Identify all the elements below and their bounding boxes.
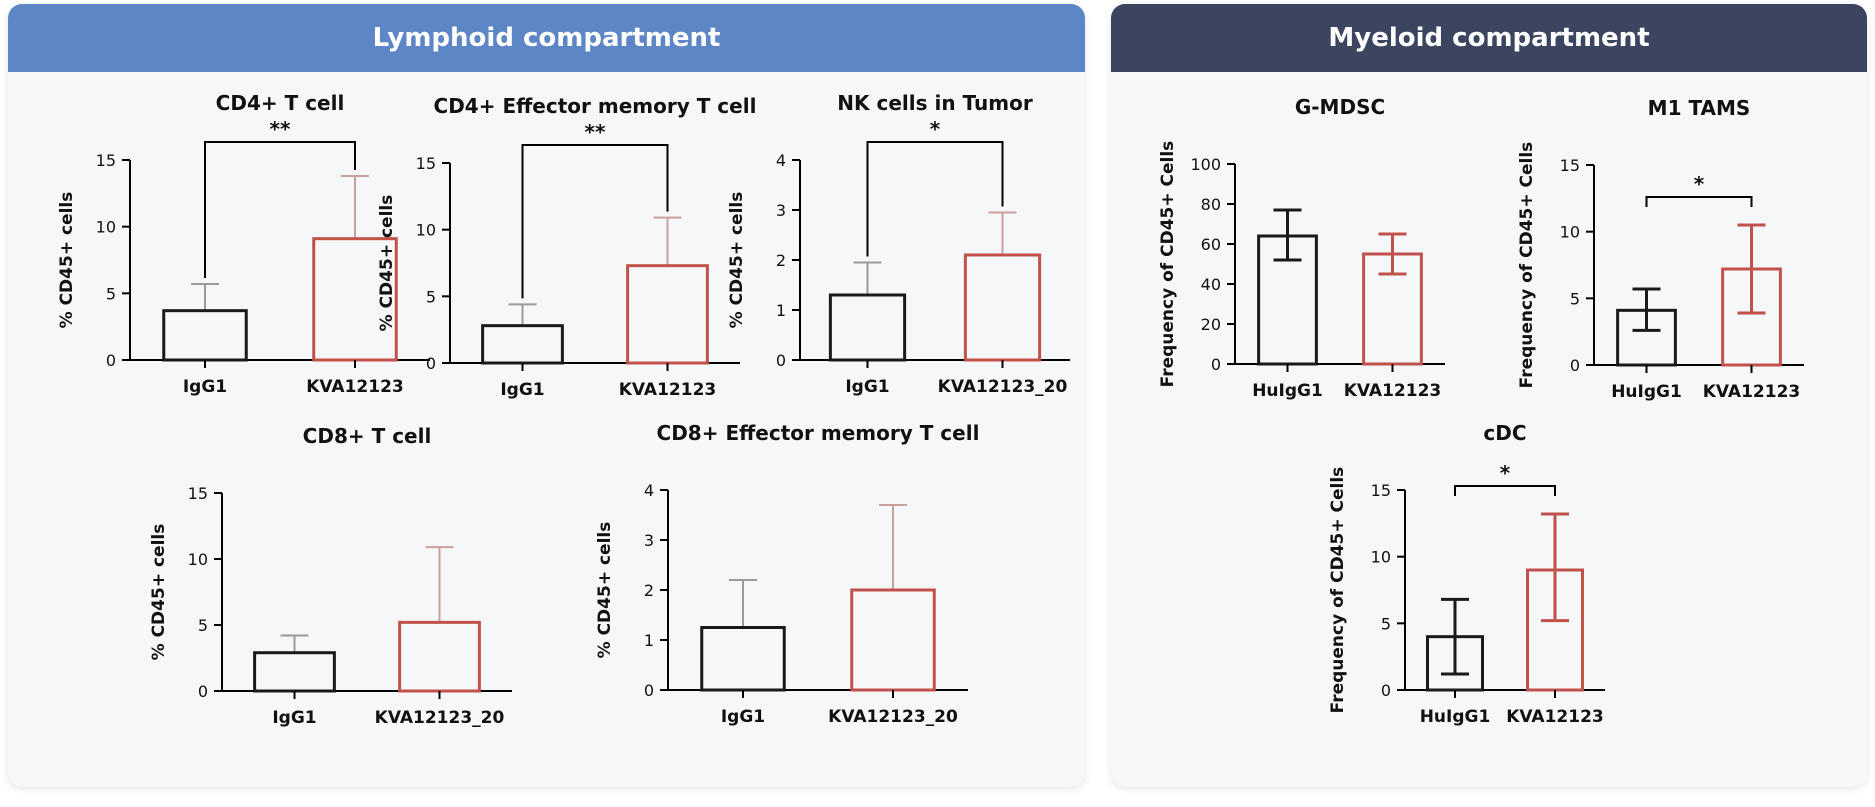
x-tick-label: KVA12123 xyxy=(1703,382,1800,402)
significance-bracket xyxy=(1454,485,1556,496)
y-axis-label: % CD45+ cells xyxy=(149,524,169,661)
chart-title: cDC xyxy=(1483,421,1526,445)
x-tick-label: IgG1 xyxy=(721,707,765,727)
lymphoid-panel-title: Lymphoid compartment xyxy=(8,4,1085,72)
y-tick-label: 0 xyxy=(776,351,786,370)
x-tick-label: IgG1 xyxy=(183,377,227,397)
y-tick-label: 0 xyxy=(644,681,654,700)
x-tick-label: HuIgG1 xyxy=(1252,381,1323,401)
chart-group: G-MDSC 0 20 40 60 80 100 Frequency of CD45+ Cel… xyxy=(1158,95,1445,401)
y-tick-label: 15 xyxy=(1371,481,1391,500)
y-tick-label: 10 xyxy=(188,550,208,569)
chart-title: CD4+ T cell xyxy=(216,91,345,115)
significance-label: * xyxy=(1500,461,1511,485)
x-tick-label: HuIgG1 xyxy=(1420,707,1491,727)
significance-label: ** xyxy=(270,117,291,141)
y-tick-label: 15 xyxy=(1560,156,1580,175)
chart-title: CD8+ T cell xyxy=(303,424,432,448)
y-axis-label: % CD45+ cells xyxy=(595,522,615,659)
myeloid-panel: Myeloid compartment xyxy=(1111,4,1867,787)
y-tick-label: 2 xyxy=(776,251,786,270)
chart-group: NK cells in Tumor 0 1 2 3 4 % CD45+ cells IgG1 K… xyxy=(727,91,1070,397)
x-tick-label: IgG1 xyxy=(500,380,544,400)
y-tick-label: 0 xyxy=(426,354,436,373)
x-tick-label: KVA12123 xyxy=(306,377,403,397)
y-tick-label: 1 xyxy=(776,301,786,320)
y-tick-label: 5 xyxy=(426,287,436,306)
y-axis-label: % CD45+ cells xyxy=(727,192,747,329)
y-tick-label: 2 xyxy=(644,581,654,600)
x-tick-label: HuIgG1 xyxy=(1611,382,1682,402)
chart-group: cDC 0 5 10 15 Frequency of CD45+ Cells HuIgG1 K… xyxy=(1328,421,1605,727)
x-tick-label: KVA12123 xyxy=(1344,381,1441,401)
significance-label: ** xyxy=(585,120,606,144)
y-tick-label: 1 xyxy=(644,631,654,650)
significance-bracket xyxy=(521,144,669,299)
chart-group: CD8+ Effector memory T cell 0 1 2 3 4 % CD45+ … xyxy=(595,421,979,727)
chart-group: CD4+ Effector memory T cell 0 5 10 15 % CD45+… xyxy=(377,94,756,400)
y-tick-label: 4 xyxy=(776,151,786,170)
y-tick-label: 3 xyxy=(644,531,654,550)
y-tick-label: 0 xyxy=(1570,356,1580,375)
x-tick-label: KVA12123_20 xyxy=(828,707,958,727)
chart-group: M1 TAMS 0 5 10 15 Frequency of CD45+ Cells HuI… xyxy=(1517,96,1804,402)
significance-bracket xyxy=(1645,196,1753,207)
y-axis-label: Frequency of CD45+ Cells xyxy=(1158,141,1178,388)
y-tick-label: 100 xyxy=(1190,155,1221,174)
x-tick-label: KVA12123_20 xyxy=(375,708,505,728)
y-axis-label: Frequency of CD45+ Cells xyxy=(1517,142,1537,389)
y-tick-label: 4 xyxy=(644,481,654,500)
y-axis-label: Frequency of CD45+ Cells xyxy=(1328,467,1348,714)
chart-title: NK cells in Tumor xyxy=(837,91,1033,115)
y-tick-label: 3 xyxy=(776,201,786,220)
y-tick-label: 20 xyxy=(1201,315,1221,334)
x-tick-label: KVA12123 xyxy=(619,380,716,400)
y-tick-label: 0 xyxy=(1211,355,1221,374)
y-tick-label: 5 xyxy=(1570,289,1580,308)
chart-title: M1 TAMS xyxy=(1648,96,1751,120)
y-tick-label: 10 xyxy=(416,221,436,240)
lymphoid-panel: Lymphoid compartment xyxy=(8,4,1085,787)
significance-label: * xyxy=(1694,172,1705,196)
y-tick-label: 15 xyxy=(96,151,116,170)
y-tick-label: 40 xyxy=(1201,275,1221,294)
y-tick-label: 15 xyxy=(188,484,208,503)
chart-group: CD8+ T cell 0 5 10 15 % CD45+ cells IgG1 KVA121… xyxy=(149,424,512,728)
x-tick-label: KVA12123 xyxy=(1506,707,1603,727)
y-tick-label: 0 xyxy=(198,682,208,701)
x-tick-label: KVA12123_20 xyxy=(938,377,1068,397)
myeloid-panel-title: Myeloid compartment xyxy=(1111,4,1867,72)
x-tick-label: IgG1 xyxy=(272,708,316,728)
y-tick-label: 15 xyxy=(416,154,436,173)
chart-title: G-MDSC xyxy=(1295,95,1385,119)
significance-bracket xyxy=(204,141,356,278)
y-tick-label: 5 xyxy=(198,616,208,635)
y-tick-label: 10 xyxy=(1560,223,1580,242)
y-tick-label: 80 xyxy=(1201,195,1221,214)
y-tick-label: 60 xyxy=(1201,235,1221,254)
y-tick-label: 5 xyxy=(1381,614,1391,633)
significance-label: * xyxy=(930,117,941,141)
chart-group: CD4+ T cell 0 5 10 15 % CD45+ cells IgG1 KVA121… xyxy=(57,91,430,397)
y-axis-label: % CD45+ cells xyxy=(57,192,77,329)
y-tick-label: 0 xyxy=(1381,681,1391,700)
y-tick-label: 0 xyxy=(106,351,116,370)
x-tick-label: IgG1 xyxy=(845,377,889,397)
y-axis-label: % CD45+ cells xyxy=(377,195,397,332)
y-tick-label: 10 xyxy=(1371,548,1391,567)
significance-bracket xyxy=(866,141,1004,257)
y-tick-label: 10 xyxy=(96,218,116,237)
chart-title: CD4+ Effector memory T cell xyxy=(434,94,757,118)
y-tick-label: 5 xyxy=(106,284,116,303)
chart-title: CD8+ Effector memory T cell xyxy=(657,421,980,445)
